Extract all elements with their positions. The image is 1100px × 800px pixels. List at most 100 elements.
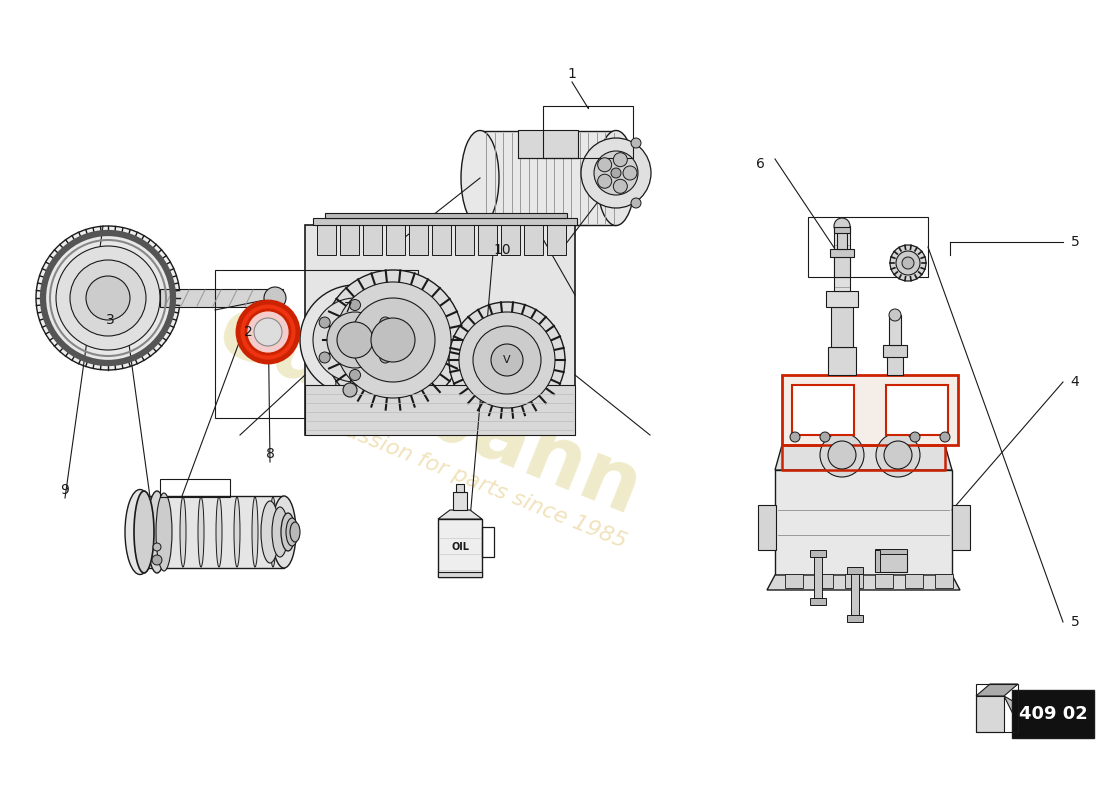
Ellipse shape — [144, 497, 150, 567]
Bar — [482, 527, 494, 557]
Bar — [847, 615, 864, 622]
Ellipse shape — [147, 491, 167, 573]
Circle shape — [790, 432, 800, 442]
Bar — [500, 223, 520, 255]
Circle shape — [153, 543, 161, 551]
Bar — [935, 574, 953, 588]
Ellipse shape — [252, 497, 258, 567]
Polygon shape — [1004, 696, 1018, 724]
Circle shape — [238, 302, 298, 362]
Circle shape — [319, 352, 330, 363]
Circle shape — [56, 246, 160, 350]
Circle shape — [264, 287, 286, 309]
Bar — [160, 289, 283, 307]
Polygon shape — [976, 684, 1018, 696]
Circle shape — [254, 318, 282, 346]
Bar — [845, 574, 864, 588]
Ellipse shape — [270, 497, 276, 567]
Bar — [453, 492, 468, 510]
Bar — [1012, 690, 1094, 738]
Bar — [340, 223, 359, 255]
Bar — [324, 213, 566, 218]
Bar — [808, 217, 928, 277]
Circle shape — [350, 370, 361, 381]
Circle shape — [336, 282, 451, 398]
Bar — [432, 223, 451, 255]
Bar — [409, 223, 428, 255]
Circle shape — [459, 312, 556, 408]
Bar — [524, 223, 543, 255]
Text: eurobahn: eurobahn — [207, 288, 653, 532]
Bar — [305, 385, 575, 435]
Ellipse shape — [180, 497, 186, 567]
Bar — [785, 574, 803, 588]
Ellipse shape — [597, 130, 635, 226]
Circle shape — [42, 232, 174, 364]
Circle shape — [614, 179, 627, 194]
Ellipse shape — [290, 522, 300, 542]
Ellipse shape — [156, 493, 172, 571]
Text: 7: 7 — [343, 301, 352, 315]
Circle shape — [820, 433, 864, 477]
Bar — [214, 270, 418, 418]
Circle shape — [834, 218, 850, 234]
Ellipse shape — [198, 497, 204, 567]
Ellipse shape — [272, 507, 288, 557]
Bar — [438, 519, 482, 577]
Circle shape — [581, 138, 651, 208]
Bar — [363, 223, 382, 255]
Circle shape — [828, 441, 856, 469]
Circle shape — [623, 166, 637, 180]
Circle shape — [597, 158, 612, 172]
Ellipse shape — [272, 496, 296, 568]
Bar — [438, 572, 482, 577]
Bar — [455, 223, 474, 255]
Bar — [976, 684, 1018, 732]
Circle shape — [371, 318, 415, 362]
Bar — [837, 231, 847, 249]
Circle shape — [940, 432, 950, 442]
Bar — [874, 574, 893, 588]
Circle shape — [896, 251, 920, 275]
Bar — [830, 249, 854, 257]
Bar — [792, 385, 854, 435]
Bar — [810, 550, 826, 557]
Circle shape — [70, 260, 146, 336]
Polygon shape — [305, 225, 575, 435]
Circle shape — [343, 383, 358, 397]
Polygon shape — [140, 496, 284, 568]
Circle shape — [350, 299, 361, 310]
Circle shape — [379, 352, 390, 363]
Bar — [828, 347, 856, 375]
Bar — [834, 226, 850, 291]
Ellipse shape — [261, 501, 279, 563]
Bar — [847, 567, 864, 574]
Bar — [830, 307, 852, 347]
Circle shape — [890, 245, 926, 281]
Circle shape — [889, 309, 901, 321]
Text: 2: 2 — [243, 325, 252, 339]
Bar — [814, 550, 822, 605]
Bar — [874, 550, 907, 572]
Text: 8: 8 — [265, 447, 274, 461]
Circle shape — [36, 226, 180, 370]
Circle shape — [327, 312, 383, 368]
Bar — [518, 130, 578, 158]
Ellipse shape — [461, 130, 499, 226]
Bar — [317, 223, 336, 255]
Ellipse shape — [134, 491, 154, 573]
Text: 409 02: 409 02 — [1019, 705, 1088, 723]
Circle shape — [337, 322, 373, 358]
Bar — [456, 484, 464, 492]
Bar — [834, 255, 850, 277]
Text: 4: 4 — [1070, 375, 1079, 389]
Polygon shape — [767, 575, 960, 590]
Bar — [314, 218, 578, 225]
Bar — [834, 227, 850, 233]
Text: 10: 10 — [493, 243, 510, 257]
Bar — [782, 375, 958, 445]
Text: 6: 6 — [756, 157, 764, 171]
Bar — [386, 223, 405, 255]
Bar — [826, 291, 858, 307]
Circle shape — [351, 298, 435, 382]
